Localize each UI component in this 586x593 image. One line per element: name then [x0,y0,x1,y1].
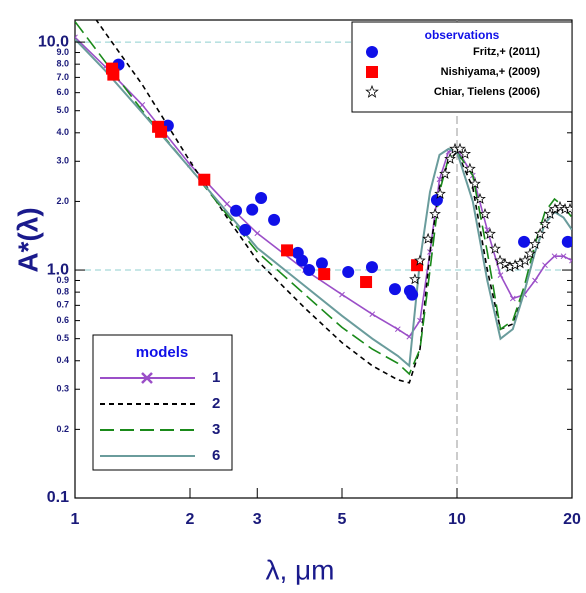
data-point [561,235,572,248]
data-point [360,276,373,289]
x-tick-label: 1 [71,511,80,528]
legend-entries: 1 2 3 6 Fritz,+ (2011) Nishiyama,+ (2009) Chia… [100,46,540,464]
data-point [464,162,476,174]
y-tick-label: 0.3 [56,384,69,394]
y-tick-label: 0.7 [56,300,69,310]
model-line [75,21,572,376]
x-tick-label: 2 [186,511,195,528]
model-line [75,38,572,368]
data-point [268,213,281,226]
data-point [489,242,501,254]
data-point [239,223,252,236]
data-point [414,254,426,266]
data-point [281,244,294,257]
legend-marker [365,84,379,98]
data-point [434,187,446,199]
x-tick-label: 10 [448,511,466,528]
y-tick-label: 0.8 [56,287,69,297]
models-legend-box [92,334,233,471]
legend-label: 6 [212,447,220,464]
y-tick-label: 1.0 [47,261,69,278]
data-point [469,177,481,189]
data-point [484,227,496,239]
y-tick-label: 4.0 [56,127,69,137]
data-point [315,257,328,270]
legend-label: 1 [212,369,220,386]
data-point [406,288,419,301]
x-tick-label: 5 [338,511,347,528]
y-tick-label: 7.0 [56,72,69,82]
y-tick-label: 0.5 [56,333,69,343]
y-tick-label: 0.4 [56,355,69,365]
data-point [365,261,378,274]
observation-points [106,58,572,301]
observations-legend-box [351,21,573,113]
data-point [444,152,456,164]
data-point [479,207,491,220]
legend-label: 3 [212,421,220,438]
data-point [534,227,546,239]
data-point [318,268,331,281]
data-point [564,202,572,215]
legend-marker [141,372,153,384]
data-point [429,207,441,220]
y-axis-label: A*(λ) [12,207,43,272]
y-tick-label: 9.0 [56,47,69,57]
x-axis-label: λ, μm [265,554,334,585]
data-point [107,68,120,81]
data-point [255,192,268,205]
data-point [539,217,551,230]
data-point [342,266,355,279]
x-tick-label: 3 [253,511,262,528]
legend-label: Nishiyama,+ (2009) [441,66,541,78]
data-point [459,147,472,159]
y-tick-label: 0.6 [56,315,69,325]
data-point [439,167,451,179]
data-point [430,193,443,206]
data-point [198,173,211,186]
y-tick-label: 3.0 [56,156,69,166]
observations-legend-title: observations [425,28,500,42]
y-tick-label: 0.9 [56,275,69,285]
y-tick-label: 10.0 [38,33,69,50]
legend-marker [366,66,378,78]
data-point [518,235,531,248]
y-tick-label: 0.2 [56,424,69,434]
data-point [454,142,466,154]
data-point [106,62,119,75]
y-tick-label: 5.0 [56,105,69,115]
data-point [155,125,168,138]
data-point [296,254,309,267]
data-point [499,258,511,270]
data-point [409,273,421,285]
y-tick-label: 8.0 [56,59,69,69]
y-tick-label: 0.1 [47,489,69,506]
data-point [524,247,536,259]
models-legend-title: models [136,344,189,361]
data-point [519,254,531,266]
legend-label: Chiar, Tielens (2006) [434,86,541,98]
data-point [303,264,316,277]
data-point [246,203,259,216]
data-point [422,232,434,244]
data-point [388,283,401,296]
y-tick-label: 6.0 [56,87,69,97]
legend-label: Fritz,+ (2011) [473,46,540,58]
data-point [474,192,486,204]
legend-label: 2 [212,395,220,412]
legend-marker [366,46,378,58]
data-point [529,237,541,250]
data-point [554,200,566,213]
y-tick-label: 2.0 [56,196,69,206]
x-tick-label: 20 [563,511,581,528]
data-point [230,204,243,217]
